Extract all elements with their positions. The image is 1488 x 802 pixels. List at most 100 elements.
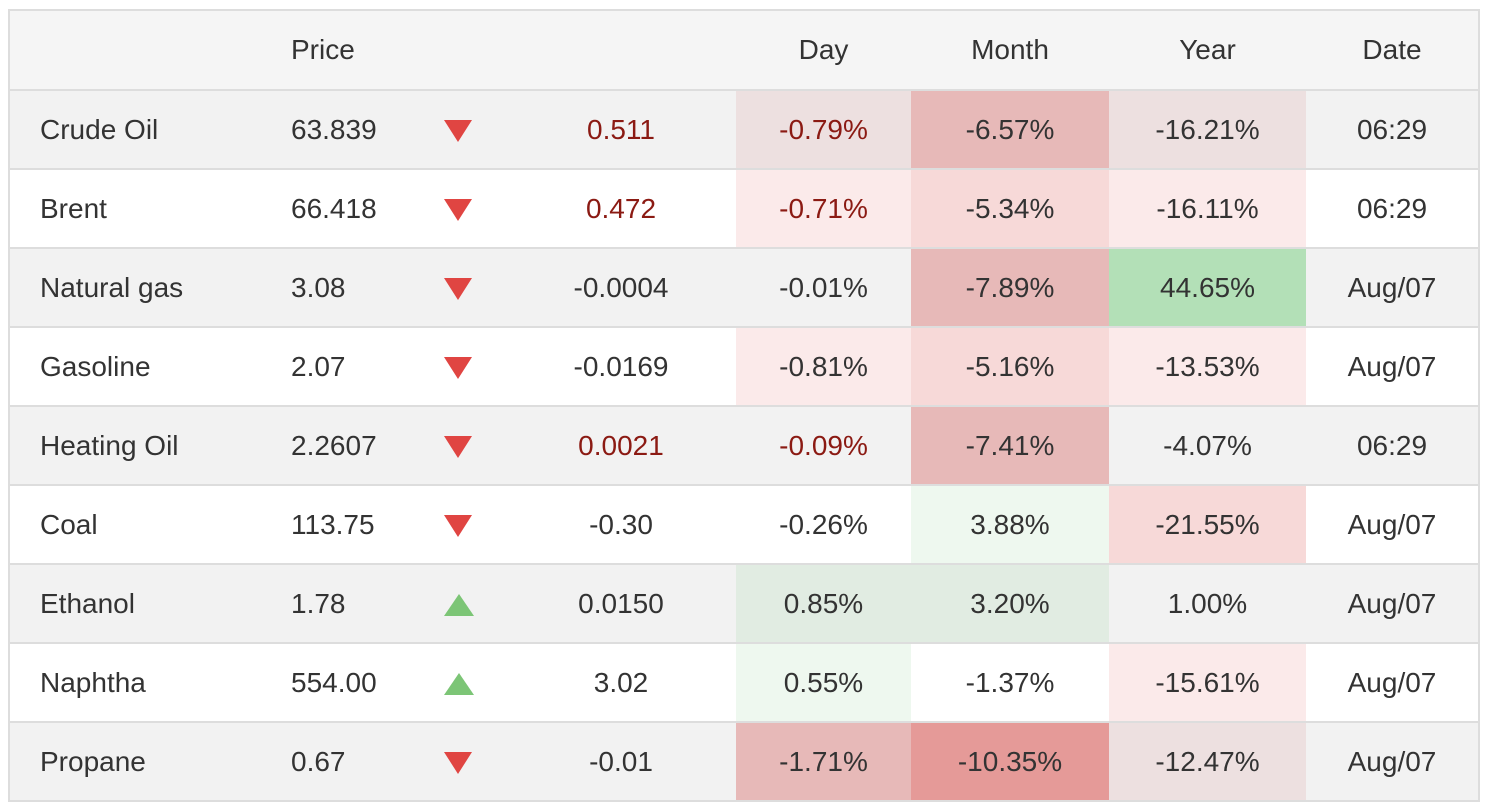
commodity-link[interactable]: Natural gas (9, 247, 261, 327)
triangle-up-icon (444, 673, 474, 696)
day-cell: -0.09% (736, 405, 911, 485)
price-cell: 2.2607 (261, 405, 444, 485)
triangle-down-icon (444, 515, 472, 538)
table-row: Naphtha 554.00 3.02 0.55% -1.37% -15.61%… (9, 642, 1479, 722)
day-cell: -0.26% (736, 484, 911, 564)
arrow-cell (444, 721, 506, 801)
table-row: Ethanol 1.78 0.0150 0.85% 3.20% 1.00% Au… (9, 563, 1479, 643)
table-row: Crude Oil 63.839 0.511 -0.79% -6.57% -16… (9, 89, 1479, 169)
year-cell: -16.21% (1109, 89, 1306, 169)
table-row: Gasoline 2.07 -0.0169 -0.81% -5.16% -13.… (9, 326, 1479, 406)
header-name (9, 10, 261, 91)
triangle-down-icon (444, 278, 472, 301)
day-cell: -1.71% (736, 721, 911, 801)
date-cell: Aug/07 (1306, 721, 1479, 801)
table-row: Propane 0.67 -0.01 -1.71% -10.35% -12.47… (9, 721, 1479, 801)
arrow-cell (444, 168, 506, 248)
arrow-cell (444, 247, 506, 327)
arrow-cell (444, 405, 506, 485)
month-cell: -1.37% (911, 642, 1109, 722)
date-cell: 06:29 (1306, 405, 1479, 485)
arrow-cell (444, 326, 506, 406)
price-cell: 2.07 (261, 326, 444, 406)
date-cell: Aug/07 (1306, 326, 1479, 406)
year-cell: -16.11% (1109, 168, 1306, 248)
change-cell: 0.511 (506, 89, 736, 169)
month-cell: -5.16% (911, 326, 1109, 406)
price-cell: 3.08 (261, 247, 444, 327)
month-cell: -5.34% (911, 168, 1109, 248)
table-row: Natural gas 3.08 -0.0004 -0.01% -7.89% 4… (9, 247, 1479, 327)
day-cell: -0.71% (736, 168, 911, 248)
price-cell: 0.67 (261, 721, 444, 801)
month-cell: -10.35% (911, 721, 1109, 801)
triangle-down-icon (444, 436, 472, 459)
triangle-down-icon (444, 199, 472, 222)
date-cell: Aug/07 (1306, 563, 1479, 643)
day-cell: -0.01% (736, 247, 911, 327)
table-header-row: Price Day Month Year Date (9, 10, 1479, 91)
table-row: Coal 113.75 -0.30 -0.26% 3.88% -21.55% A… (9, 484, 1479, 564)
date-cell: Aug/07 (1306, 484, 1479, 564)
commodity-link[interactable]: Ethanol (9, 563, 261, 643)
month-cell: -7.89% (911, 247, 1109, 327)
change-cell: -0.30 (506, 484, 736, 564)
month-cell: -7.41% (911, 405, 1109, 485)
triangle-down-icon (444, 120, 472, 143)
date-cell: Aug/07 (1306, 642, 1479, 722)
header-arrow (444, 10, 506, 91)
day-cell: 0.55% (736, 642, 911, 722)
change-cell: -0.0004 (506, 247, 736, 327)
commodity-link[interactable]: Propane (9, 721, 261, 801)
year-cell: -13.53% (1109, 326, 1306, 406)
change-cell: 0.0150 (506, 563, 736, 643)
month-cell: 3.20% (911, 563, 1109, 643)
day-cell: -0.79% (736, 89, 911, 169)
header-change (506, 10, 736, 91)
price-cell: 66.418 (261, 168, 444, 248)
commodities-table-container: Price Day Month Year Date Crude Oil 63.8… (8, 9, 1480, 802)
table-row: Brent 66.418 0.472 -0.71% -5.34% -16.11%… (9, 168, 1479, 248)
year-cell: -21.55% (1109, 484, 1306, 564)
month-cell: -6.57% (911, 89, 1109, 169)
change-cell: -0.0169 (506, 326, 736, 406)
price-cell: 1.78 (261, 563, 444, 643)
header-price: Price (261, 10, 444, 91)
triangle-down-icon (444, 752, 472, 775)
date-cell: Aug/07 (1306, 247, 1479, 327)
commodities-table: Price Day Month Year Date Crude Oil 63.8… (8, 9, 1480, 802)
change-cell: 3.02 (506, 642, 736, 722)
table-row: Heating Oil 2.2607 0.0021 -0.09% -7.41% … (9, 405, 1479, 485)
year-cell: -12.47% (1109, 721, 1306, 801)
triangle-down-icon (444, 357, 472, 380)
commodity-link[interactable]: Brent (9, 168, 261, 248)
change-cell: 0.472 (506, 168, 736, 248)
header-year: Year (1109, 10, 1306, 91)
date-cell: 06:29 (1306, 168, 1479, 248)
commodity-link[interactable]: Gasoline (9, 326, 261, 406)
header-day: Day (736, 10, 911, 91)
month-cell: 3.88% (911, 484, 1109, 564)
arrow-cell (444, 484, 506, 564)
date-cell: 06:29 (1306, 89, 1479, 169)
year-cell: 1.00% (1109, 563, 1306, 643)
commodity-link[interactable]: Heating Oil (9, 405, 261, 485)
day-cell: -0.81% (736, 326, 911, 406)
triangle-up-icon (444, 594, 474, 617)
commodity-link[interactable]: Naphtha (9, 642, 261, 722)
arrow-cell (444, 642, 506, 722)
price-cell: 113.75 (261, 484, 444, 564)
year-cell: -4.07% (1109, 405, 1306, 485)
day-cell: 0.85% (736, 563, 911, 643)
year-cell: 44.65% (1109, 247, 1306, 327)
arrow-cell (444, 563, 506, 643)
change-cell: -0.01 (506, 721, 736, 801)
commodity-link[interactable]: Crude Oil (9, 89, 261, 169)
header-month: Month (911, 10, 1109, 91)
change-cell: 0.0021 (506, 405, 736, 485)
header-date: Date (1306, 10, 1479, 91)
commodity-link[interactable]: Coal (9, 484, 261, 564)
price-cell: 554.00 (261, 642, 444, 722)
year-cell: -15.61% (1109, 642, 1306, 722)
price-cell: 63.839 (261, 89, 444, 169)
